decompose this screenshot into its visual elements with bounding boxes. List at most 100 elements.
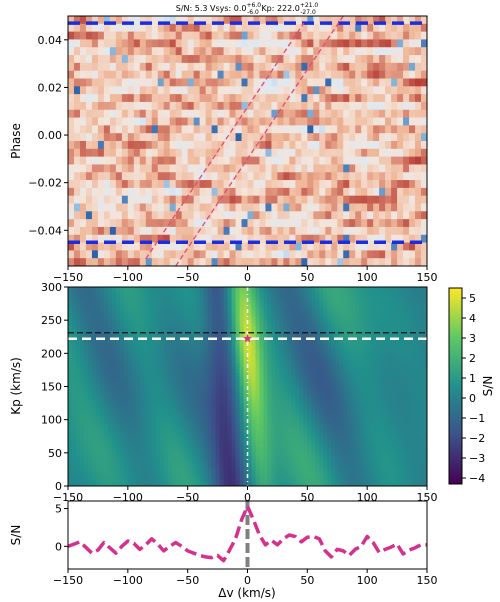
- kp-cell: [375, 306, 380, 311]
- kp-cell: [135, 376, 141, 381]
- kp-cell: [331, 340, 336, 344]
- kp-cell: [195, 343, 201, 348]
- kp-cell: [347, 363, 352, 368]
- phase-cell: [193, 164, 201, 173]
- kp-cell: [151, 306, 157, 311]
- phase-cell: [217, 141, 225, 150]
- phase-cell: [355, 234, 362, 244]
- kp-cell: [119, 296, 125, 301]
- phase-cell: [68, 55, 75, 64]
- phase-cell: [229, 148, 237, 158]
- kp-cell: [343, 323, 348, 328]
- kp-cell: [379, 293, 384, 298]
- phase-cell: [253, 156, 261, 166]
- kp-cell: [123, 376, 129, 381]
- kp-cell: [211, 326, 217, 331]
- kp-cell: [343, 363, 348, 368]
- kp-cell: [203, 303, 209, 308]
- phase-cell: [259, 219, 267, 228]
- kp-cell: [195, 386, 201, 391]
- phase-cell: [355, 62, 362, 72]
- kp-cell: [343, 346, 348, 351]
- kp-cell: [99, 356, 105, 361]
- phase-cell: [289, 125, 296, 134]
- kp-cell: [355, 313, 360, 318]
- kp-cell: [407, 389, 412, 394]
- kp-cell: [227, 326, 233, 331]
- kp-cell: [167, 386, 173, 391]
- kp-cell: [367, 359, 372, 364]
- kp-cell: [343, 320, 348, 324]
- phase-cell: [85, 164, 93, 173]
- kp-cell: [339, 313, 344, 318]
- kp-cell: [407, 313, 412, 318]
- kp-cell: [123, 393, 129, 397]
- kp-cell: [283, 316, 288, 321]
- kp-cell: [403, 356, 408, 361]
- phase-cell: [121, 211, 129, 220]
- phase-cell: [217, 164, 225, 173]
- phase-cell: [193, 39, 201, 48]
- phase-cell: [85, 226, 93, 236]
- phase-cell: [361, 55, 368, 64]
- phase-cell: [109, 86, 117, 95]
- kp-cell: [191, 320, 197, 324]
- kp-cell: [83, 343, 89, 348]
- phase-cell: [217, 258, 225, 266]
- phase-cell: [385, 109, 392, 119]
- kp-cell: [187, 396, 193, 401]
- phase-cell: [325, 78, 332, 87]
- kp-cell: [415, 363, 420, 368]
- kp-cell: [295, 296, 300, 301]
- kp-cell: [79, 293, 85, 298]
- kp-cell: [275, 346, 280, 351]
- kp-cell: [83, 296, 89, 301]
- kp-cell: [143, 320, 149, 324]
- kp-cell: [219, 293, 225, 298]
- kp-cell: [331, 326, 336, 331]
- kp-cell: [91, 343, 97, 348]
- kp-cell: [375, 356, 380, 361]
- kp-cell: [147, 366, 153, 371]
- kp-cell: [335, 353, 340, 358]
- kp-cell: [403, 386, 408, 391]
- phase-cell: [379, 172, 386, 181]
- kp-cell: [395, 290, 400, 295]
- phase-cell: [313, 31, 320, 41]
- phase-cell: [409, 242, 416, 251]
- phase-cell: [115, 133, 123, 142]
- kp-cell: [287, 320, 292, 324]
- phase-cell: [283, 234, 290, 244]
- phase-cell: [289, 109, 296, 119]
- kp-cell: [231, 363, 237, 368]
- kp-cell: [423, 300, 427, 305]
- kp-cell: [131, 383, 137, 387]
- phase-cell: [289, 234, 296, 244]
- kp-cell: [291, 350, 296, 354]
- kp-cell: [71, 316, 77, 321]
- kp-cell: [231, 373, 237, 378]
- phase-cell: [415, 195, 422, 205]
- phase-cell: [253, 117, 261, 126]
- phase-cell: [259, 16, 267, 25]
- kp-cell: [259, 296, 264, 301]
- kp-cell: [99, 287, 105, 291]
- phase-cell: [367, 234, 374, 244]
- kp-cell: [263, 316, 268, 321]
- kp-cell: [75, 363, 81, 368]
- phase-cell: [265, 203, 273, 212]
- kp-cell: [271, 376, 276, 381]
- phase-cell: [313, 234, 320, 244]
- phase-cell: [367, 195, 374, 205]
- kp-cell: [223, 287, 229, 291]
- phase-cell: [187, 94, 195, 103]
- phase-cell: [247, 250, 255, 259]
- phase-cell: [289, 180, 296, 189]
- kp-cell: [99, 383, 105, 387]
- kp-cell: [275, 320, 280, 324]
- phase-cell: [301, 16, 308, 25]
- kp-cell: [307, 350, 312, 354]
- kp-cell: [151, 356, 157, 361]
- kp-cell: [307, 356, 312, 361]
- kp-cell: [239, 296, 245, 301]
